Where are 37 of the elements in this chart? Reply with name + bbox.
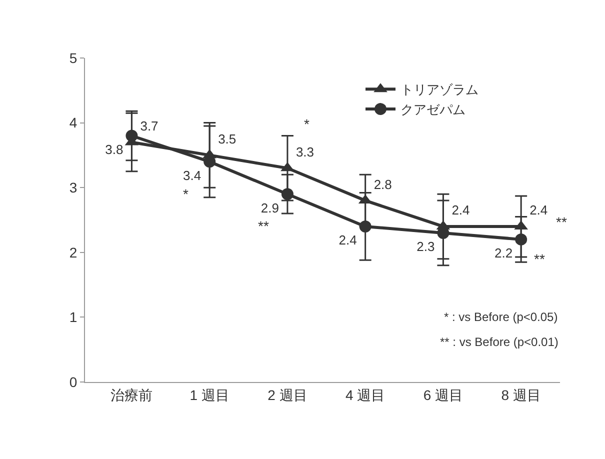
annotation: ** xyxy=(556,214,568,230)
annotation: ** : vs Before (p<0.01) xyxy=(440,335,558,349)
annotation: ** xyxy=(534,251,546,267)
data-label: 2.2 xyxy=(494,246,513,261)
data-label: 2.4 xyxy=(338,232,357,248)
data-label: 2.4 xyxy=(452,202,470,218)
data-label: 3.8 xyxy=(105,142,124,158)
legend-label: クアゼパム xyxy=(400,102,466,118)
data-label: 3.3 xyxy=(296,144,314,160)
data-label: 3.7 xyxy=(140,118,158,134)
x-tick-label: 8 週目 xyxy=(501,386,541,403)
y-tick-label: 3 xyxy=(69,180,78,196)
point xyxy=(126,130,138,142)
y-tick-label: 4 xyxy=(69,114,78,131)
y-tick-label: 0 xyxy=(69,374,78,390)
y-tick-label: 1 xyxy=(69,309,78,326)
x-tick-label: 6 週目 xyxy=(423,386,464,403)
point xyxy=(515,233,528,246)
x-tick-label: 1 週目 xyxy=(190,386,230,403)
annotation: * xyxy=(304,116,310,132)
x-tick-label: 2 週目 xyxy=(268,386,308,403)
y-tick-label: 2 xyxy=(69,244,78,260)
annotation: * : vs Before (p<0.05) xyxy=(444,310,558,324)
annotation: ** xyxy=(258,218,270,234)
data-label: 3.5 xyxy=(218,131,236,146)
data-label: 2.3 xyxy=(416,239,435,254)
y-tick-label: 5 xyxy=(69,50,78,66)
legend-label: トリアゾラム xyxy=(400,82,478,98)
data-label: 3.4 xyxy=(183,168,202,183)
point xyxy=(359,220,372,232)
data-label: 2.8 xyxy=(374,176,392,192)
point xyxy=(281,188,294,200)
x-tick-label: 治療前 xyxy=(110,386,153,403)
x-tick-label: 4 週目 xyxy=(345,386,386,403)
data-label: 2.4 xyxy=(530,202,548,218)
data-label: 2.9 xyxy=(260,200,279,216)
annotation: * xyxy=(183,186,189,202)
